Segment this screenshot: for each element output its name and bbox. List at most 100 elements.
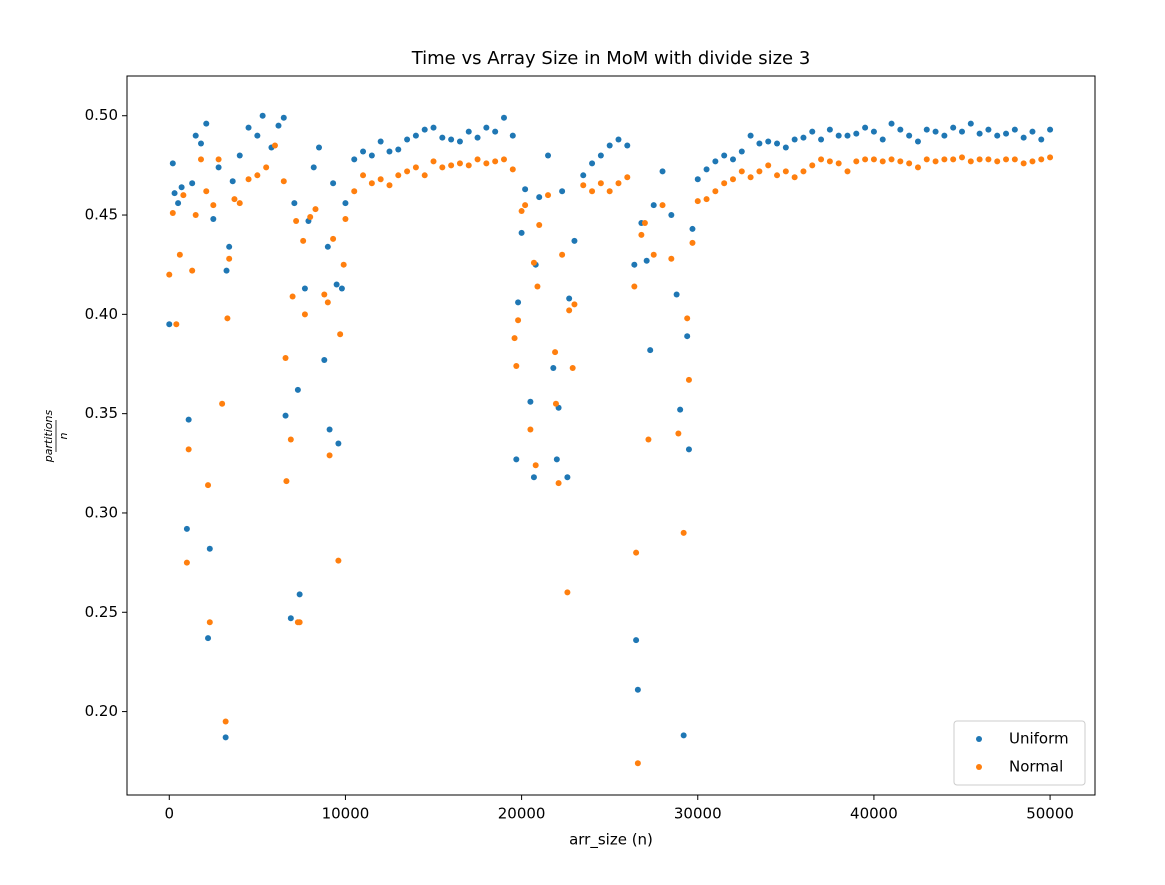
point bbox=[289, 293, 296, 300]
point bbox=[941, 132, 948, 139]
point bbox=[448, 162, 455, 169]
point bbox=[853, 130, 860, 137]
point bbox=[1020, 134, 1027, 141]
point bbox=[571, 301, 578, 308]
point bbox=[624, 142, 631, 149]
point bbox=[338, 285, 345, 292]
point bbox=[342, 200, 349, 207]
point bbox=[492, 158, 499, 165]
point bbox=[330, 235, 337, 242]
point bbox=[333, 281, 340, 288]
point bbox=[747, 132, 754, 139]
point bbox=[192, 132, 199, 139]
y-tick-label: 0.45 bbox=[85, 206, 118, 224]
point bbox=[377, 138, 384, 145]
point bbox=[870, 128, 877, 135]
legend-box bbox=[953, 720, 1086, 786]
point bbox=[456, 160, 463, 167]
point bbox=[638, 231, 645, 238]
point bbox=[826, 158, 833, 165]
point bbox=[853, 158, 860, 165]
point bbox=[634, 760, 641, 767]
point bbox=[316, 144, 323, 151]
point bbox=[1029, 158, 1036, 165]
point bbox=[545, 152, 552, 159]
point bbox=[189, 180, 196, 187]
point bbox=[173, 321, 180, 328]
point bbox=[1011, 126, 1018, 133]
point bbox=[360, 148, 367, 155]
point bbox=[888, 120, 895, 127]
point bbox=[197, 140, 204, 147]
point bbox=[685, 446, 692, 453]
point bbox=[738, 148, 745, 155]
point bbox=[1038, 156, 1045, 163]
point bbox=[1020, 160, 1027, 167]
point bbox=[950, 124, 957, 131]
point bbox=[321, 291, 328, 298]
point bbox=[950, 156, 957, 163]
point bbox=[185, 446, 192, 453]
point bbox=[515, 299, 522, 306]
point bbox=[282, 412, 289, 419]
point bbox=[809, 162, 816, 169]
point bbox=[826, 126, 833, 133]
point bbox=[326, 426, 333, 433]
point bbox=[263, 164, 270, 171]
point bbox=[175, 200, 182, 207]
point bbox=[430, 158, 437, 165]
point bbox=[589, 188, 596, 195]
point bbox=[280, 178, 287, 185]
point bbox=[967, 158, 974, 165]
point bbox=[844, 168, 851, 175]
point bbox=[566, 295, 573, 302]
point bbox=[650, 202, 657, 209]
point bbox=[685, 376, 692, 383]
point bbox=[941, 156, 948, 163]
point bbox=[205, 635, 212, 642]
point bbox=[689, 225, 696, 232]
point bbox=[275, 122, 282, 129]
y-tick-label: 0.35 bbox=[85, 404, 118, 422]
point bbox=[183, 559, 190, 566]
point bbox=[324, 299, 331, 306]
point bbox=[559, 251, 566, 258]
point bbox=[994, 158, 1001, 165]
point bbox=[1029, 128, 1036, 135]
point bbox=[1038, 136, 1045, 143]
point bbox=[958, 128, 965, 135]
point bbox=[689, 239, 696, 246]
point bbox=[206, 619, 213, 626]
point bbox=[765, 162, 772, 169]
point bbox=[712, 188, 719, 195]
point bbox=[536, 194, 543, 201]
point bbox=[906, 132, 913, 139]
point bbox=[862, 124, 869, 131]
point bbox=[906, 160, 913, 167]
point bbox=[879, 158, 886, 165]
point bbox=[395, 146, 402, 153]
x-tick-label: 50000 bbox=[1026, 805, 1074, 823]
point bbox=[456, 138, 463, 145]
point bbox=[756, 168, 763, 175]
point bbox=[668, 212, 675, 219]
point bbox=[229, 178, 236, 185]
point bbox=[914, 138, 921, 145]
point bbox=[888, 156, 895, 163]
point bbox=[835, 160, 842, 167]
point bbox=[171, 190, 178, 197]
point bbox=[552, 349, 559, 356]
point bbox=[782, 168, 789, 175]
point bbox=[293, 217, 300, 224]
point bbox=[515, 317, 522, 324]
point bbox=[800, 134, 807, 141]
point bbox=[606, 142, 613, 149]
point bbox=[215, 164, 222, 171]
y-tick-label: 0.30 bbox=[85, 503, 118, 521]
point bbox=[680, 529, 687, 536]
point bbox=[340, 261, 347, 268]
point bbox=[615, 180, 622, 187]
point bbox=[552, 400, 559, 407]
point bbox=[580, 172, 587, 179]
point bbox=[500, 156, 507, 163]
